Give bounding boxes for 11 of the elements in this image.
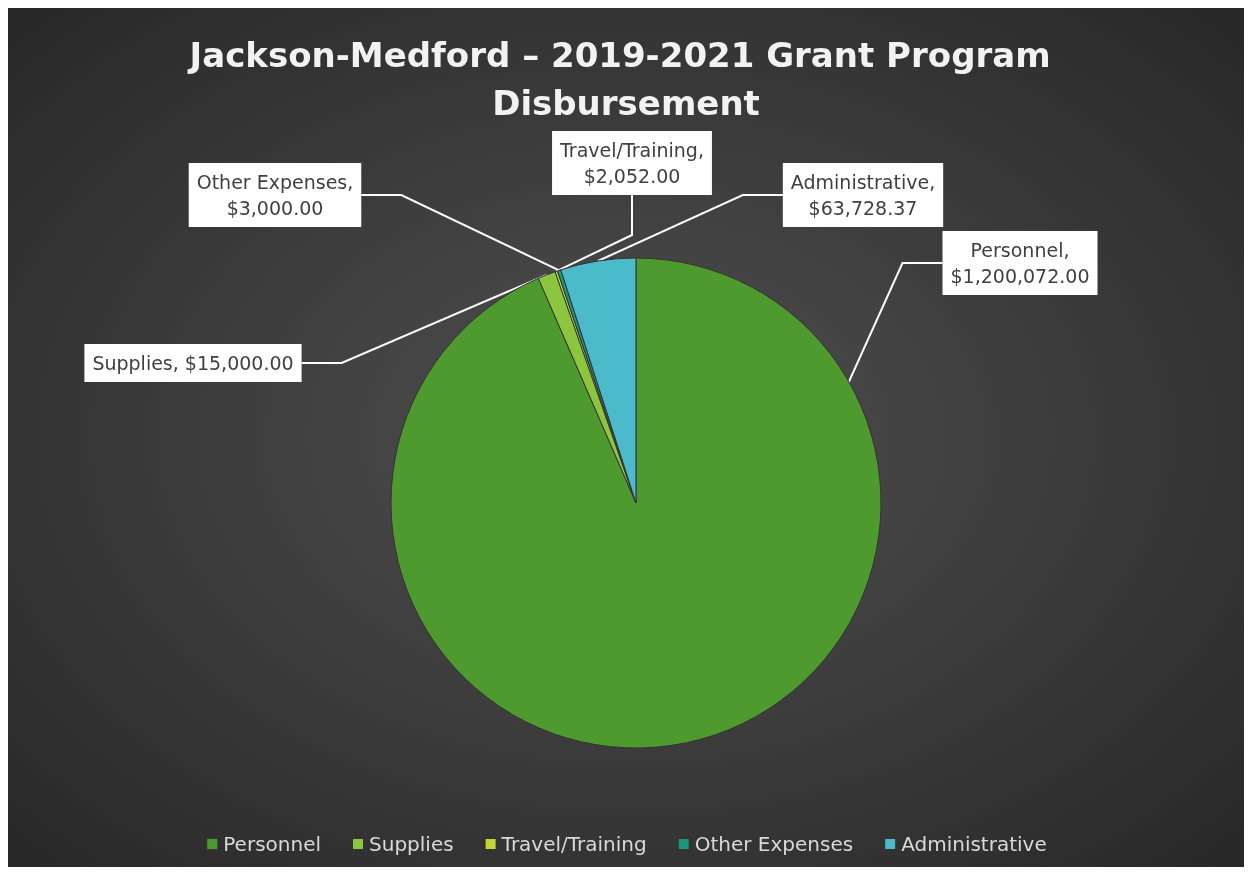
data-label: Travel/Training, $2,052.00: [559, 139, 704, 187]
legend-label: Administrative: [901, 832, 1047, 856]
chart-title: Jackson-Medford – 2019-2021 Grant Program Disbursement: [187, 35, 1063, 123]
data-label: Administrative, $63,728.37: [790, 171, 936, 219]
legend-label: Supplies: [369, 832, 454, 856]
data-label: Supplies, $15,000.00: [92, 352, 294, 374]
data-label: Personnel, $1,200,072.00: [950, 239, 1090, 287]
data-label: Other Expenses, $3,000.00: [196, 171, 354, 219]
legend-label: Other Expenses: [694, 832, 854, 856]
legend-label: Travel/Training: [500, 832, 647, 856]
legend-label: Personnel: [223, 832, 322, 856]
